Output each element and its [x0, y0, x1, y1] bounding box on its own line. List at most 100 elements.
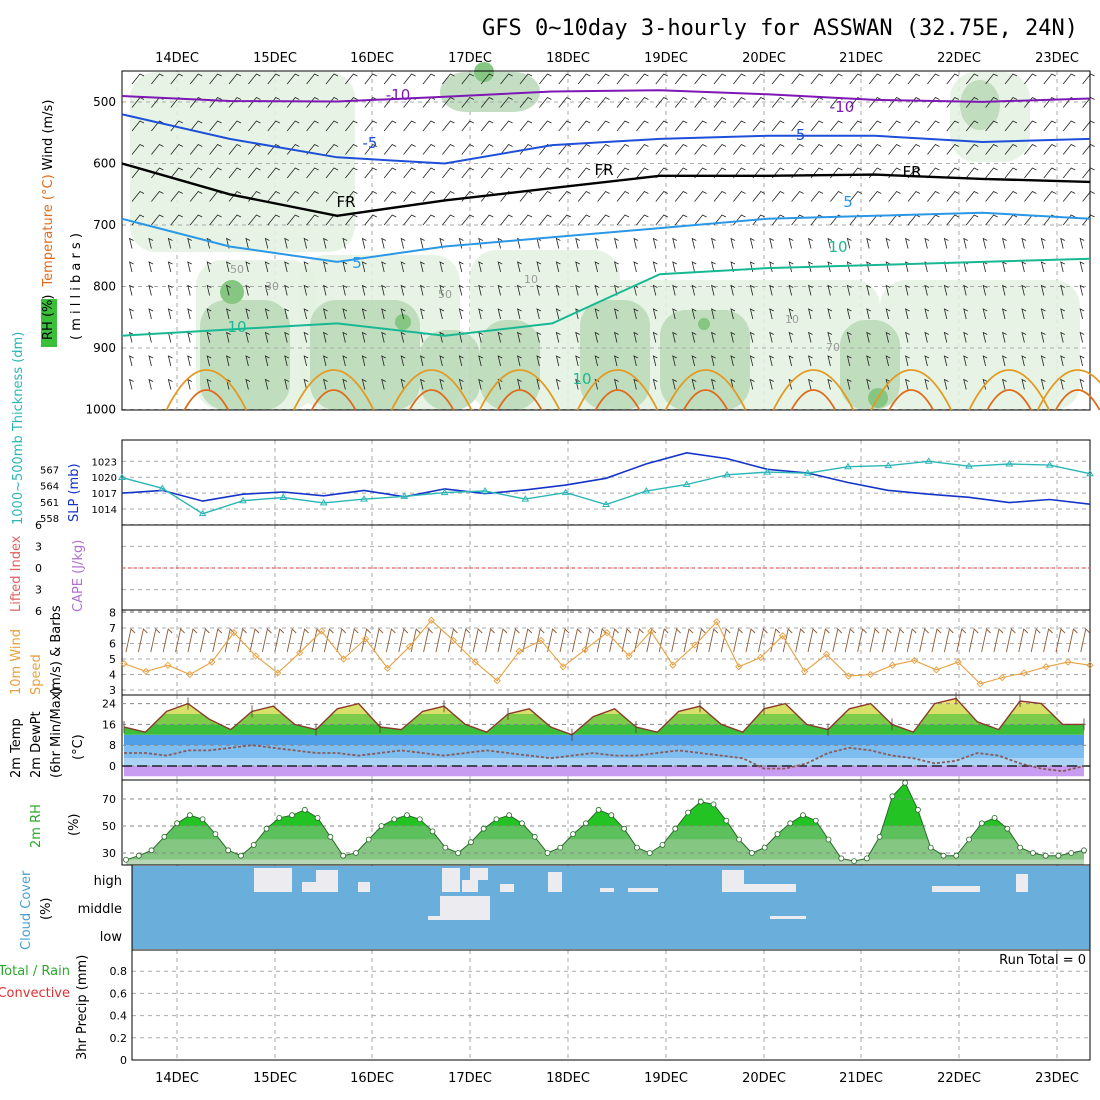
- rh-point: [480, 825, 487, 832]
- contour-label: -10: [830, 98, 855, 116]
- wind-barb: [730, 378, 736, 390]
- wind-barb: [267, 167, 280, 179]
- wind-barb: [170, 214, 183, 226]
- cloud-patch: [744, 884, 796, 892]
- wind-barb: [420, 308, 425, 320]
- wind-barb-10m: [199, 628, 210, 653]
- wind-barb: [187, 261, 192, 273]
- wind-speed-point: [713, 618, 721, 626]
- wind-barb: [733, 120, 746, 132]
- precip-tick-label: 0: [120, 1054, 127, 1067]
- wind-barb: [1002, 308, 1007, 320]
- rh-point: [429, 828, 436, 835]
- rh-shade: [310, 300, 420, 410]
- cloud-ylabel-text: Cloud Cover: [19, 870, 34, 950]
- cloud-patch: [428, 916, 490, 920]
- wind-barb-10m: [894, 628, 905, 653]
- wind-barb: [206, 331, 212, 343]
- rh-point: [582, 820, 589, 827]
- wind-barb: [711, 378, 716, 390]
- slp-ylabel-text: SLP (mb): [67, 463, 82, 522]
- wind-barb: [439, 237, 445, 249]
- wind-barb: [946, 167, 959, 179]
- wind-barb: [480, 120, 494, 132]
- wind-speed-point: [537, 636, 545, 645]
- wind-barb: [691, 284, 697, 296]
- wind-barb: [267, 73, 280, 85]
- wind-barb: [711, 331, 716, 343]
- wind-barb-10m: [485, 628, 495, 653]
- cloud-patch: [1016, 874, 1028, 892]
- wind-barb: [1040, 261, 1046, 273]
- wind-barb: [1082, 143, 1095, 155]
- wind-barb: [713, 96, 727, 108]
- wind-barb: [497, 308, 503, 320]
- wind-barb: [364, 214, 377, 226]
- wind-barb: [788, 284, 794, 296]
- wind-barb: [284, 261, 289, 273]
- wind-barb: [985, 96, 998, 108]
- wind-barb: [849, 190, 862, 202]
- wind-barb: [985, 214, 998, 226]
- wind-barb: [905, 331, 910, 343]
- wind-barb: [497, 284, 503, 296]
- wind-barb: [575, 378, 580, 390]
- wind-speed-point: [932, 666, 940, 674]
- wind-barb: [1082, 167, 1095, 179]
- wind-speed-point: [120, 660, 128, 668]
- wind-barb: [616, 96, 630, 108]
- wind-barb: [189, 214, 203, 226]
- isotherm-warm-inner: [408, 389, 455, 411]
- wind-barb: [167, 355, 173, 367]
- temp-ylabel: 2m Temp: [9, 718, 24, 778]
- rh-point: [863, 855, 870, 862]
- cloud-yunit: (%): [39, 898, 54, 921]
- wind-barb: [1043, 143, 1056, 155]
- wind-barb: [749, 331, 755, 343]
- wind-barb: [148, 308, 154, 320]
- rh-point: [927, 844, 934, 851]
- wind-barb-10m: [919, 628, 929, 653]
- wind-barb: [206, 237, 212, 249]
- wind-barb: [420, 378, 425, 390]
- wind-barb-10m: [522, 628, 533, 653]
- thickness-point: [1086, 469, 1094, 477]
- thickness-point: [1005, 460, 1014, 467]
- isotherm-warm-inner: [888, 389, 935, 411]
- wind-barb: [342, 355, 348, 367]
- rh-point: [748, 850, 755, 856]
- cloud-patch: [316, 870, 338, 892]
- wind-barb-10m: [571, 628, 582, 653]
- wind-barb: [536, 237, 542, 249]
- wind-barb: [965, 143, 979, 155]
- pressure-tick-label: 500: [93, 95, 116, 109]
- wind-barb: [478, 261, 483, 273]
- wind-barb: [965, 167, 979, 179]
- wind-barb: [733, 190, 746, 202]
- wind-barb: [381, 355, 386, 367]
- wind-barb: [808, 308, 813, 320]
- wind-barb: [187, 284, 192, 296]
- wind-barb: [170, 167, 183, 179]
- wind-barb: [1004, 120, 1018, 132]
- wind-barb: [400, 237, 406, 249]
- wind-barb: [517, 308, 522, 320]
- wind-speed-point: [844, 672, 853, 680]
- contour-label: 50: [438, 288, 452, 301]
- wind-barb: [439, 261, 445, 273]
- cloud-level-label: low: [100, 930, 123, 945]
- wind-barb: [827, 331, 833, 343]
- wind-barb: [558, 190, 571, 202]
- wind-barb: [788, 261, 794, 273]
- contour-label: FR: [594, 161, 613, 179]
- wind-barb: [730, 284, 736, 296]
- wind-speed-point: [164, 661, 172, 669]
- lifted-tick-label: 6: [35, 605, 42, 618]
- wind-barb-10m: [584, 628, 595, 653]
- rh-point: [161, 833, 168, 840]
- wind-barb: [577, 96, 591, 108]
- wind-barb: [924, 378, 930, 390]
- wind-speed-point: [559, 663, 567, 671]
- wind-barb: [151, 190, 164, 202]
- isotherm-warm-inner: [183, 389, 230, 411]
